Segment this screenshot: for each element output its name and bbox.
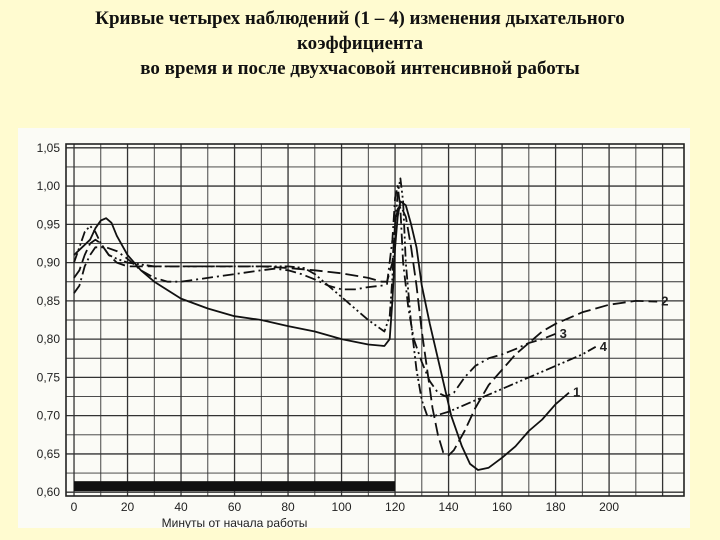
x-tick-label: 80 [281, 500, 295, 514]
plot-frame [65, 143, 685, 497]
work-period-layer [74, 481, 396, 492]
chart-frame-layer [65, 143, 685, 497]
x-tick-label: 60 [228, 500, 242, 514]
chart-figure: 0 20 40 60 80 100 120 140 160 180 200 0,60 0,65 0,70 0… [18, 128, 690, 528]
x-tick-label: 100 [332, 500, 352, 514]
y-tick-label: 1,05 [37, 141, 61, 155]
work-period-bar [74, 481, 396, 492]
y-tick-label: 0,80 [37, 332, 61, 346]
y-tick-label: 0,85 [37, 294, 61, 308]
series-label-1: 1 [573, 385, 580, 400]
series-layer [73, 177, 658, 471]
y-tick-label: 1,00 [37, 179, 61, 193]
x-tick-label: 200 [599, 500, 619, 514]
y-tick-label: 0,90 [37, 256, 61, 270]
series-label-4: 4 [600, 339, 608, 354]
x-tick-label: 180 [546, 500, 566, 514]
series-label-3: 3 [560, 326, 567, 341]
series-label-2: 2 [661, 294, 668, 309]
y-tick-label: 0,95 [37, 217, 61, 231]
y-tick-label: 0,70 [37, 409, 61, 423]
series-line-4 [73, 177, 597, 417]
series-line-1 [73, 200, 570, 471]
x-axis-label: Минуты от начала работы [162, 516, 308, 528]
slide-title-line2: коэффициента [296, 33, 424, 54]
slide-title-line1: Кривые четырех наблюдений (1 – 4) измене… [95, 8, 625, 29]
y-tick-label: 0,75 [37, 370, 61, 384]
x-tick-label: 160 [492, 500, 512, 514]
y-tick-label: 0,65 [37, 447, 61, 461]
chart-grid [66, 144, 684, 496]
slide-title: Кривые четырех наблюдений (1 – 4) измене… [0, 6, 720, 81]
x-tick-label: 0 [71, 500, 78, 514]
x-tick-label: 140 [439, 500, 459, 514]
y-tick-label: 0,60 [37, 485, 61, 499]
tick-label-layer: 0 20 40 60 80 100 120 140 160 180 200 0,60 0,65 0,70 0… [37, 141, 669, 514]
series-line-2 [73, 204, 658, 457]
slide-title-line3: во время и после двухчасовой интенсивной… [140, 58, 580, 79]
x-tick-label: 40 [174, 500, 188, 514]
respiratory-quotient-chart: 0 20 40 60 80 100 120 140 160 180 200 0,60 0,65 0,70 0… [37, 141, 685, 528]
x-tick-label: 120 [385, 500, 405, 514]
x-tick-label: 20 [121, 500, 135, 514]
